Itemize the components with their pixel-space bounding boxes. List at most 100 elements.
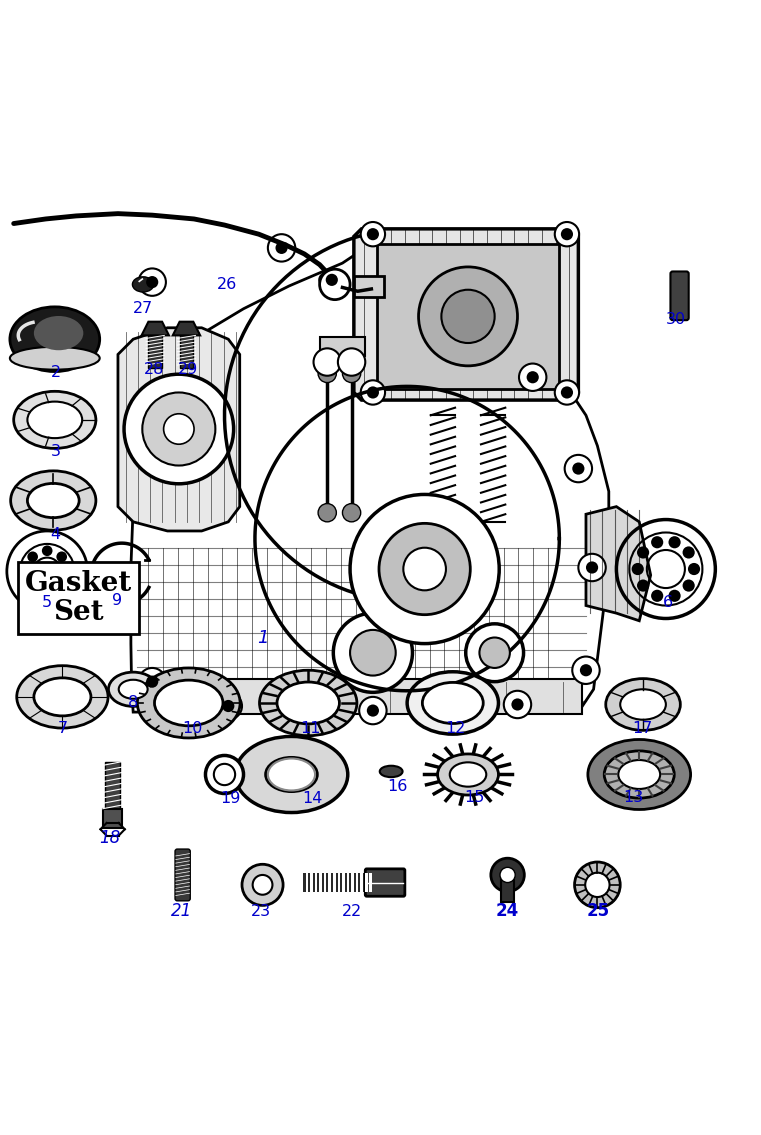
Ellipse shape bbox=[422, 682, 483, 723]
Circle shape bbox=[205, 756, 244, 793]
Circle shape bbox=[367, 386, 379, 398]
Circle shape bbox=[651, 590, 664, 602]
Ellipse shape bbox=[132, 277, 154, 292]
Circle shape bbox=[403, 548, 446, 590]
Bar bbox=[103, 809, 122, 827]
Bar bbox=[320, 874, 322, 892]
Circle shape bbox=[275, 242, 288, 254]
Circle shape bbox=[479, 638, 510, 669]
Circle shape bbox=[683, 546, 695, 558]
Circle shape bbox=[318, 504, 336, 522]
Ellipse shape bbox=[604, 751, 674, 798]
Circle shape bbox=[578, 554, 606, 581]
Polygon shape bbox=[586, 506, 651, 621]
Circle shape bbox=[565, 455, 592, 482]
Circle shape bbox=[511, 698, 524, 711]
Ellipse shape bbox=[17, 665, 108, 728]
Ellipse shape bbox=[618, 760, 661, 789]
Circle shape bbox=[359, 697, 387, 724]
Circle shape bbox=[637, 546, 649, 558]
Circle shape bbox=[338, 348, 365, 376]
Text: 10: 10 bbox=[183, 722, 202, 737]
Text: 24: 24 bbox=[496, 902, 519, 920]
Ellipse shape bbox=[380, 766, 403, 777]
Text: 11: 11 bbox=[301, 722, 320, 737]
Circle shape bbox=[146, 675, 158, 688]
Bar bbox=[344, 874, 349, 892]
Text: 8: 8 bbox=[128, 696, 139, 711]
Bar bbox=[326, 874, 331, 892]
Ellipse shape bbox=[11, 471, 96, 530]
Bar bbox=[342, 874, 345, 892]
Circle shape bbox=[27, 552, 38, 562]
Ellipse shape bbox=[27, 484, 79, 518]
Circle shape bbox=[419, 267, 517, 365]
FancyBboxPatch shape bbox=[670, 271, 689, 320]
Bar bbox=[105, 762, 120, 813]
Circle shape bbox=[668, 590, 680, 602]
Circle shape bbox=[651, 536, 664, 548]
Ellipse shape bbox=[450, 763, 486, 787]
Circle shape bbox=[139, 268, 166, 296]
Bar bbox=[353, 874, 358, 892]
Circle shape bbox=[342, 364, 361, 382]
Text: 1: 1 bbox=[256, 629, 269, 647]
Circle shape bbox=[326, 274, 338, 286]
Circle shape bbox=[320, 269, 350, 300]
Text: 15: 15 bbox=[465, 790, 485, 805]
Bar bbox=[312, 874, 317, 892]
Text: 18: 18 bbox=[99, 829, 120, 847]
Text: 25: 25 bbox=[587, 902, 610, 920]
Circle shape bbox=[379, 523, 470, 615]
Circle shape bbox=[555, 222, 579, 246]
Text: 22: 22 bbox=[342, 903, 361, 919]
Circle shape bbox=[124, 375, 234, 484]
Circle shape bbox=[142, 393, 215, 465]
Bar bbox=[358, 874, 363, 892]
Circle shape bbox=[561, 228, 573, 241]
Ellipse shape bbox=[108, 672, 158, 706]
Circle shape bbox=[491, 858, 524, 892]
Bar bbox=[349, 874, 354, 892]
Text: 14: 14 bbox=[302, 791, 322, 806]
Circle shape bbox=[242, 864, 283, 906]
Polygon shape bbox=[173, 321, 200, 336]
Ellipse shape bbox=[277, 682, 339, 724]
Text: 6: 6 bbox=[663, 595, 673, 609]
Polygon shape bbox=[142, 321, 169, 336]
Circle shape bbox=[683, 580, 695, 591]
Bar bbox=[141, 680, 582, 714]
Circle shape bbox=[555, 380, 579, 405]
Bar bbox=[303, 874, 308, 892]
Text: 2: 2 bbox=[50, 365, 61, 380]
Bar bbox=[370, 874, 372, 892]
Polygon shape bbox=[118, 328, 240, 531]
Circle shape bbox=[146, 276, 158, 288]
Bar bbox=[361, 874, 363, 892]
Circle shape bbox=[215, 692, 242, 720]
Bar bbox=[501, 875, 514, 902]
Text: 16: 16 bbox=[387, 779, 407, 794]
Bar bbox=[338, 874, 340, 892]
Text: 17: 17 bbox=[632, 722, 652, 737]
Circle shape bbox=[361, 222, 385, 246]
Circle shape bbox=[342, 504, 361, 522]
Ellipse shape bbox=[407, 672, 498, 734]
Circle shape bbox=[318, 364, 336, 382]
Bar bbox=[335, 874, 340, 892]
Ellipse shape bbox=[320, 271, 344, 288]
Circle shape bbox=[253, 875, 272, 894]
Circle shape bbox=[361, 380, 385, 405]
Circle shape bbox=[466, 624, 524, 682]
Circle shape bbox=[139, 669, 166, 696]
Text: 13: 13 bbox=[623, 790, 643, 805]
Circle shape bbox=[27, 580, 38, 591]
Text: 9: 9 bbox=[112, 592, 123, 607]
Bar bbox=[310, 874, 313, 892]
FancyBboxPatch shape bbox=[175, 849, 190, 901]
Ellipse shape bbox=[10, 306, 100, 371]
Text: 19: 19 bbox=[221, 791, 240, 806]
Bar bbox=[307, 874, 313, 892]
Circle shape bbox=[56, 552, 67, 562]
Ellipse shape bbox=[10, 347, 100, 370]
